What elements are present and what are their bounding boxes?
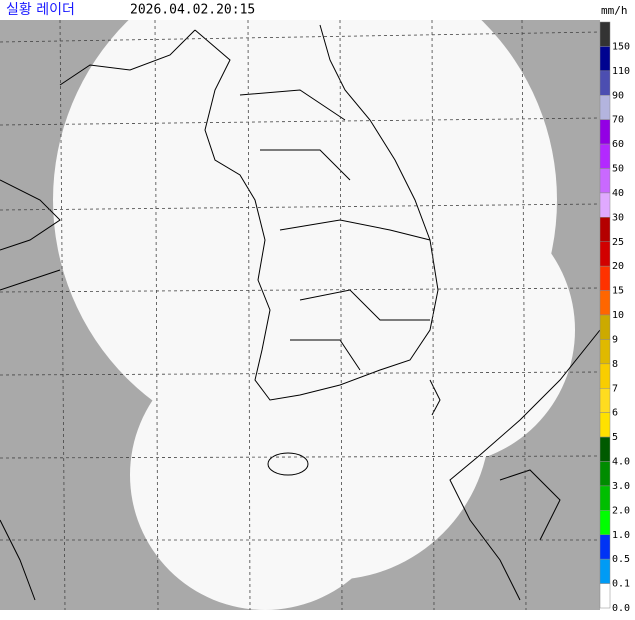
legend-swatch — [599, 168, 611, 194]
legend-swatch — [599, 192, 611, 218]
legend-label: 5 — [612, 432, 618, 443]
legend-swatch — [599, 119, 611, 145]
legend-label: 0.0 — [612, 603, 630, 614]
legend-swatch — [599, 314, 611, 340]
legend-label: 8 — [612, 359, 618, 370]
legend-swatch — [599, 265, 611, 291]
unit: mm/h — [601, 4, 628, 17]
legend-label: 9 — [612, 334, 618, 345]
legend-swatch — [599, 241, 611, 267]
legend: 150 110 90 70 60 50 40 30 25 20 15 10 9 8 7 6 5 4.0 3.0 2.0… — [599, 21, 630, 614]
timestamp: 2026.04.02.20:15 — [130, 3, 255, 18]
legend-swatch — [599, 217, 611, 242]
legend-label: 110 — [612, 66, 630, 77]
legend-swatch — [599, 412, 611, 438]
legend-swatch — [599, 143, 611, 169]
legend-swatch — [599, 339, 611, 365]
legend-label: 60 — [612, 139, 624, 150]
legend-swatch — [599, 290, 611, 316]
legend-swatch — [599, 21, 611, 47]
legend-label: 15 — [612, 286, 624, 297]
legend-swatch — [599, 388, 611, 413]
legend-label: 25 — [612, 237, 624, 248]
legend-label: 0.5 — [612, 554, 630, 565]
coastlines — [0, 24, 600, 601]
legend-swatch — [599, 95, 611, 120]
legend-label: 7 — [612, 383, 618, 394]
legend-swatch — [599, 485, 611, 511]
legend-swatch — [599, 558, 611, 584]
legend-label: 2.0 — [612, 505, 630, 516]
graticule — [0, 19, 601, 611]
legend-label: 1.0 — [612, 530, 630, 541]
legend-label: 0.1 — [612, 579, 630, 590]
map-area — [0, 19, 601, 611]
legend-swatch — [599, 583, 611, 609]
legend-swatch — [599, 461, 611, 487]
legend-swatch — [599, 46, 611, 72]
legend-label: 6 — [612, 408, 618, 419]
legend-swatch — [599, 510, 611, 536]
legend-label: 4.0 — [612, 457, 630, 468]
legend-swatch — [599, 70, 611, 96]
legend-swatch — [599, 436, 611, 462]
legend-label: 10 — [612, 310, 624, 321]
legend-swatch — [599, 534, 611, 560]
legend-label: 40 — [612, 188, 624, 199]
legend-label: 90 — [612, 90, 624, 101]
radar-coverage — [53, 20, 575, 610]
legend-label: 20 — [612, 261, 624, 272]
legend-label: 50 — [612, 164, 624, 175]
legend-label: 150 — [612, 41, 630, 52]
legend-label: 3.0 — [612, 481, 630, 492]
title: 실황 레이더 — [6, 2, 75, 18]
legend-swatch — [599, 363, 611, 389]
legend-label: 70 — [612, 115, 624, 126]
legend-label: 30 — [612, 212, 624, 223]
